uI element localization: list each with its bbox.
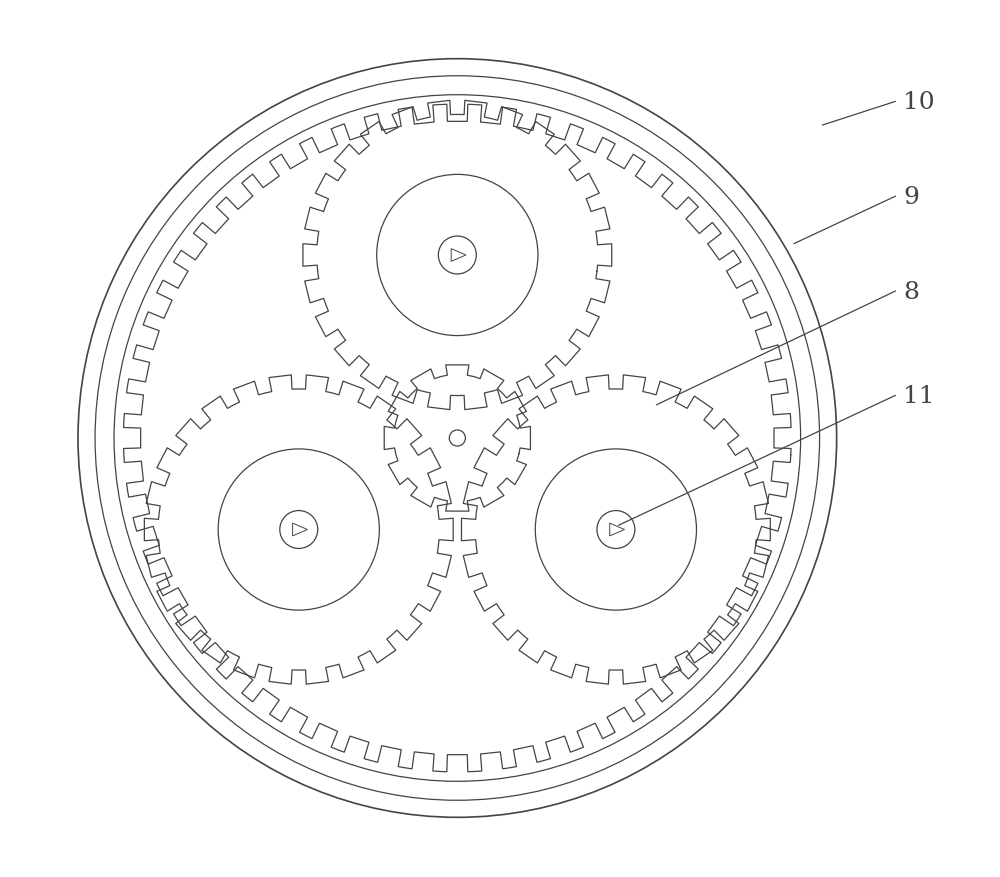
Text: 8: 8 [903,280,919,303]
Text: 11: 11 [903,384,935,407]
Text: 10: 10 [903,90,935,114]
Text: 9: 9 [903,185,919,209]
